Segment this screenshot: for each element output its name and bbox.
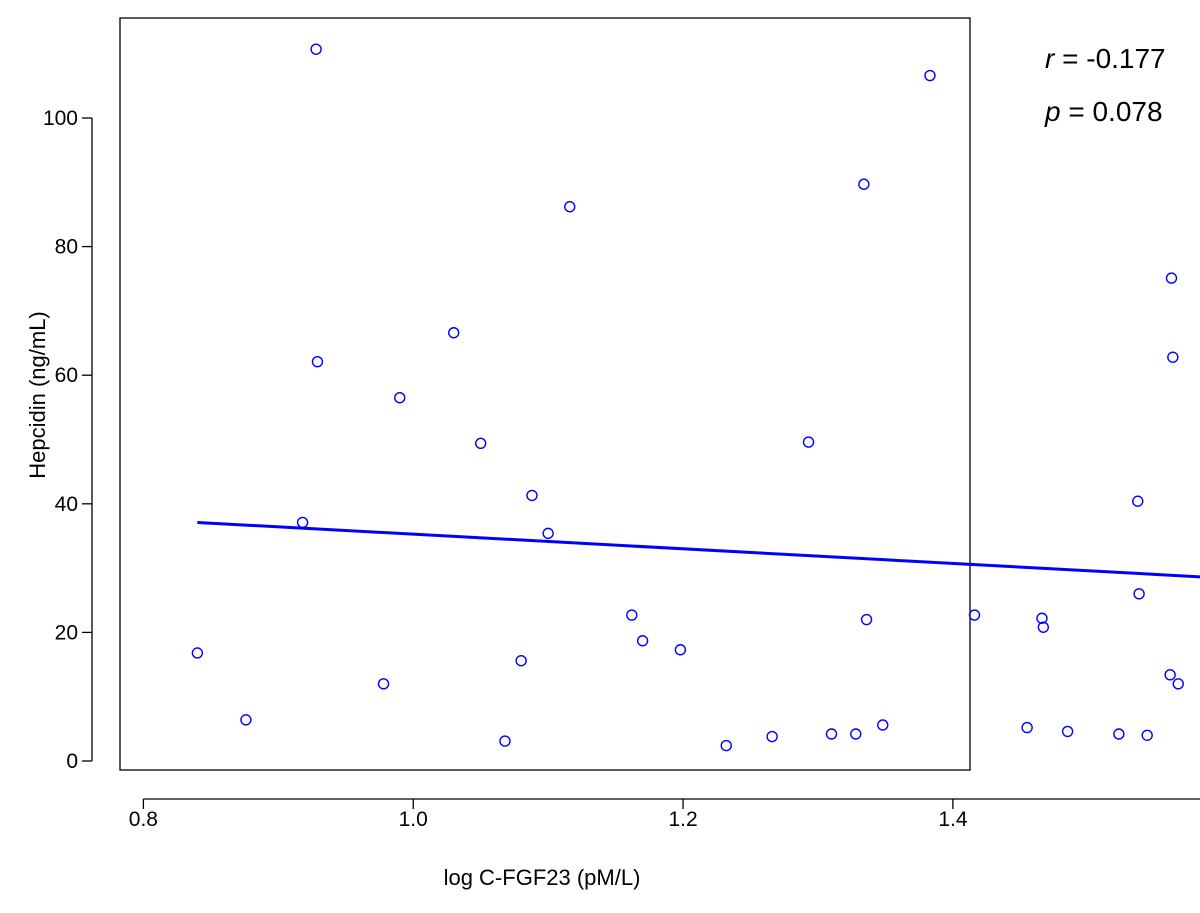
x-tick-label: 1.2 — [668, 808, 697, 831]
data-point — [1036, 612, 1048, 624]
data-point — [240, 714, 252, 726]
data-point — [850, 728, 862, 740]
data-point — [1061, 725, 1074, 738]
data-point — [296, 516, 309, 529]
x-axis-label: log C-FGF23 (pM/L) — [444, 865, 641, 890]
y-tick-label: 20 — [55, 621, 78, 644]
data-point — [924, 69, 936, 82]
data-point — [191, 647, 204, 659]
y-tick-label: 60 — [55, 364, 78, 387]
data-point — [564, 201, 576, 213]
data-point — [1167, 351, 1179, 363]
data-point — [720, 739, 732, 752]
data-point — [802, 436, 815, 448]
y-tick-label: 0 — [66, 750, 78, 773]
data-point — [1172, 678, 1184, 690]
data-point — [542, 527, 554, 540]
data-point — [515, 654, 527, 667]
y-axis: 0 20 40 60 80 100 — [43, 107, 93, 773]
regression-line — [197, 520, 1200, 579]
data-point — [311, 355, 324, 368]
data-point — [1021, 721, 1033, 734]
data-point — [499, 735, 511, 747]
data-point — [475, 437, 487, 450]
r-symbol: r — [1045, 43, 1056, 74]
data-point — [448, 327, 460, 339]
data-point — [626, 609, 638, 621]
data-point — [766, 730, 778, 743]
data-point — [1132, 495, 1144, 507]
regression-line-layer — [197, 520, 1200, 579]
data-point — [1164, 669, 1176, 681]
x-tick-label: 1.0 — [399, 808, 428, 831]
svg-text:r = -0.177: r = -0.177 — [1045, 43, 1166, 74]
data-point — [825, 728, 838, 740]
p-symbol: p — [1044, 96, 1061, 127]
data-point — [394, 392, 406, 404]
svg-text:p = 0.078: p = 0.078 — [1044, 96, 1163, 127]
r-value: = -0.177 — [1054, 43, 1165, 74]
data-point — [1141, 729, 1153, 741]
y-tick-label: 80 — [55, 236, 78, 259]
data-point — [968, 609, 981, 621]
points-layer — [191, 43, 1184, 752]
p-value: = 0.078 — [1061, 96, 1163, 127]
y-tick-label: 100 — [43, 107, 78, 130]
data-point — [860, 613, 873, 626]
data-point — [1165, 272, 1178, 284]
data-point — [674, 644, 687, 656]
data-point — [1037, 621, 1050, 633]
data-point — [858, 178, 870, 190]
data-point — [377, 678, 390, 690]
x-axis: 0.81.01.21.41.61.82.02.2 — [129, 798, 1200, 831]
plot-area-frame — [119, 17, 971, 771]
data-point — [636, 635, 649, 647]
data-point — [1133, 588, 1145, 600]
data-point — [526, 489, 538, 502]
data-point — [1113, 728, 1125, 740]
data-point — [310, 43, 322, 55]
stats-annotation: r = -0.177 p = 0.078 — [1044, 43, 1166, 127]
y-tick-label: 40 — [55, 493, 78, 516]
data-point — [877, 719, 889, 731]
y-axis-label: Hepcidin (ng/mL) — [25, 311, 50, 479]
x-tick-label: 0.8 — [129, 808, 158, 831]
x-tick-label: 1.4 — [938, 808, 968, 831]
